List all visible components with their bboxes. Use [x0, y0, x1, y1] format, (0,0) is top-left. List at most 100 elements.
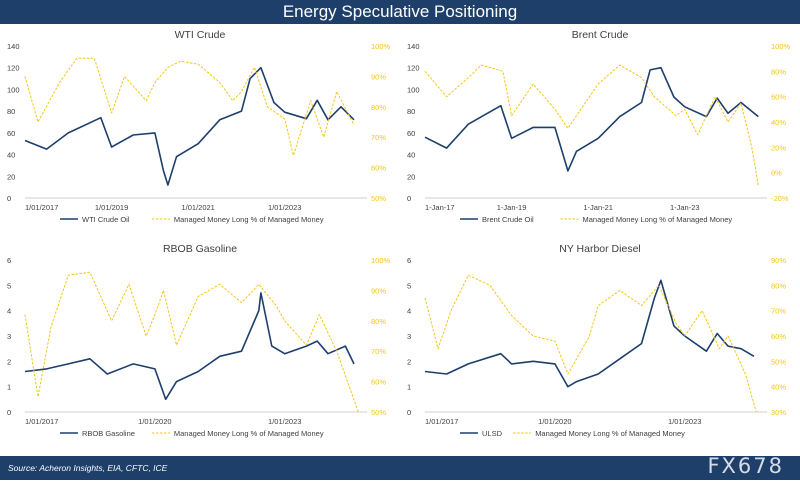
legend-positioning-label: Managed Money Long % of Managed Money [174, 215, 324, 224]
price-series-line [24, 66, 355, 186]
y-tick-left: 6 [7, 256, 11, 265]
y-tick-left: 2 [7, 357, 11, 366]
price-series-line [424, 279, 755, 388]
y-tick-right: 40% [771, 118, 786, 127]
y-tick-left: 20 [407, 172, 415, 181]
legend-price-label: RBOB Gasoline [82, 429, 135, 438]
legend-price-label: ULSD [482, 429, 503, 438]
y-tick-left: 40 [7, 151, 15, 160]
y-tick-right: 80% [771, 67, 786, 76]
x-tick-label: 1-Jan-19 [497, 203, 527, 212]
legend-price-label: WTI Crude Oil [82, 215, 130, 224]
y-tick-right: 80% [371, 317, 386, 326]
y-tick-left: 140 [7, 42, 20, 51]
y-tick-left: 80 [7, 107, 15, 116]
x-tick-label: 1/01/2017 [25, 417, 58, 426]
chart-wti-crude: WTI Crude 0 20 40 60 80 100 120 140 50% 60% 70% 80% 9… [7, 29, 391, 224]
y-tick-left: 80 [407, 107, 415, 116]
chart-title: WTI Crude [175, 29, 226, 41]
chart-title: RBOB Gasoline [163, 243, 237, 255]
y-tick-left: 4 [407, 307, 411, 316]
price-series-line [424, 66, 759, 172]
y-tick-right: 100% [371, 256, 391, 265]
chart-panel-brent: Brent Crude 0 20 40 60 80 100 120 140 -20% 0% 20% 40… [405, 26, 795, 236]
y-tick-left: 3 [407, 332, 411, 341]
y-tick-right: 80% [371, 103, 386, 112]
legend-positioning-label: Managed Money Long % of Managed Money [174, 429, 324, 438]
y-tick-right: 0% [771, 169, 782, 178]
y-tick-left: 60 [7, 129, 15, 138]
y-tick-right: 20% [771, 143, 786, 152]
y-tick-right: 90% [371, 286, 386, 295]
x-tick-label: 1/01/2023 [268, 417, 301, 426]
source-note: Source: Acheron Insights, EIA, CFTC, ICE [8, 463, 168, 473]
x-tick-label: 1/01/2023 [668, 417, 701, 426]
chart-rbob-gasoline: RBOB Gasoline 0 1 2 3 4 5 6 50% 60% 70% 80% 90% 100% 1… [7, 243, 391, 438]
y-tick-left: 2 [407, 357, 411, 366]
y-tick-right: 90% [771, 256, 786, 265]
y-tick-right: 60% [371, 378, 386, 387]
chart-title: Brent Crude [572, 29, 629, 41]
watermark-logo: FX678 [707, 454, 784, 478]
y-tick-right: -20% [771, 194, 789, 203]
y-tick-right: 100% [771, 42, 791, 51]
y-tick-right: 50% [771, 357, 786, 366]
positioning-series-line [24, 271, 359, 413]
y-tick-left: 1 [7, 383, 11, 392]
y-tick-left: 5 [407, 281, 411, 290]
y-tick-right: 30% [771, 408, 786, 417]
x-tick-label: 1/01/2020 [538, 417, 571, 426]
chart-brent-crude: Brent Crude 0 20 40 60 80 100 120 140 -20% 0% 20% 40… [407, 29, 791, 224]
x-tick-label: 1/01/2023 [268, 203, 301, 212]
legend-positioning-label: Managed Money Long % of Managed Money [583, 215, 733, 224]
y-tick-left: 3 [7, 332, 11, 341]
y-tick-right: 50% [371, 408, 386, 417]
x-tick-label: 1/01/2020 [138, 417, 171, 426]
chart-panel-rbob: RBOB Gasoline 0 1 2 3 4 5 6 50% 60% 70% 80% 90% 100% 1… [5, 240, 395, 450]
positioning-series-line [424, 274, 757, 413]
legend-positioning-label: Managed Money Long % of Managed Money [535, 429, 685, 438]
y-tick-left: 100 [7, 85, 20, 94]
x-tick-label: 1/01/2017 [25, 203, 58, 212]
positioning-series-line [424, 64, 759, 186]
y-tick-right: 60% [371, 164, 386, 173]
chart-panel-wti: WTI Crude 0 20 40 60 80 100 120 140 50% 60% 70% 80% 9… [5, 26, 395, 236]
y-tick-right: 60% [771, 332, 786, 341]
chart-panel-diesel: NY Harbor Diesel 0 1 2 3 4 5 6 30% 40% 50% 60% 70% 80… [405, 240, 795, 450]
y-tick-left: 60 [407, 129, 415, 138]
y-tick-left: 0 [407, 408, 411, 417]
positioning-series-line [24, 57, 355, 156]
y-tick-left: 4 [7, 307, 11, 316]
chart-ny-harbor-diesel: NY Harbor Diesel 0 1 2 3 4 5 6 30% 40% 50% 60% 70% 80… [407, 243, 786, 438]
y-tick-left: 120 [7, 64, 20, 73]
y-tick-left: 100 [407, 85, 420, 94]
y-tick-right: 50% [371, 194, 386, 203]
x-tick-label: 1/01/2021 [181, 203, 214, 212]
y-tick-right: 80% [771, 281, 786, 290]
price-series-line [24, 292, 355, 401]
y-tick-left: 6 [407, 256, 411, 265]
y-tick-left: 40 [407, 151, 415, 160]
y-tick-right: 70% [771, 307, 786, 316]
y-tick-left: 120 [407, 64, 420, 73]
y-tick-left: 1 [407, 383, 411, 392]
y-tick-left: 0 [407, 194, 411, 203]
y-tick-left: 0 [7, 194, 11, 203]
y-tick-right: 40% [771, 383, 786, 392]
y-tick-left: 20 [7, 172, 15, 181]
y-tick-right: 70% [371, 133, 386, 142]
chart-title: NY Harbor Diesel [559, 243, 641, 255]
y-tick-right: 60% [771, 93, 786, 102]
y-tick-left: 140 [407, 42, 420, 51]
y-tick-right: 100% [371, 42, 391, 51]
x-tick-label: 1-Jan-17 [425, 203, 455, 212]
y-tick-left: 5 [7, 281, 11, 290]
x-tick-label: 1-Jan-23 [670, 203, 700, 212]
x-tick-label: 1-Jan-21 [583, 203, 613, 212]
page-title: Energy Speculative Positioning [0, 0, 800, 24]
footer-bar: Source: Acheron Insights, EIA, CFTC, ICE… [0, 454, 800, 480]
x-tick-label: 1/01/2019 [95, 203, 128, 212]
legend-price-label: Brent Crude Oil [482, 215, 534, 224]
x-tick-label: 1/01/2017 [425, 417, 458, 426]
y-tick-right: 90% [371, 72, 386, 81]
